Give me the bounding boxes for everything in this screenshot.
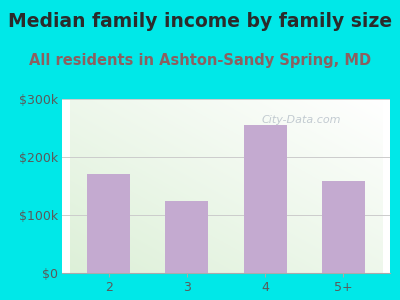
Text: All residents in Ashton-Sandy Spring, MD: All residents in Ashton-Sandy Spring, MD <box>29 52 371 68</box>
Bar <box>166 200 208 273</box>
Text: City-Data.com: City-Data.com <box>262 115 341 125</box>
Text: Median family income by family size: Median family income by family size <box>8 12 392 31</box>
Bar <box>244 125 286 273</box>
Bar <box>87 174 130 273</box>
Bar <box>322 182 365 273</box>
